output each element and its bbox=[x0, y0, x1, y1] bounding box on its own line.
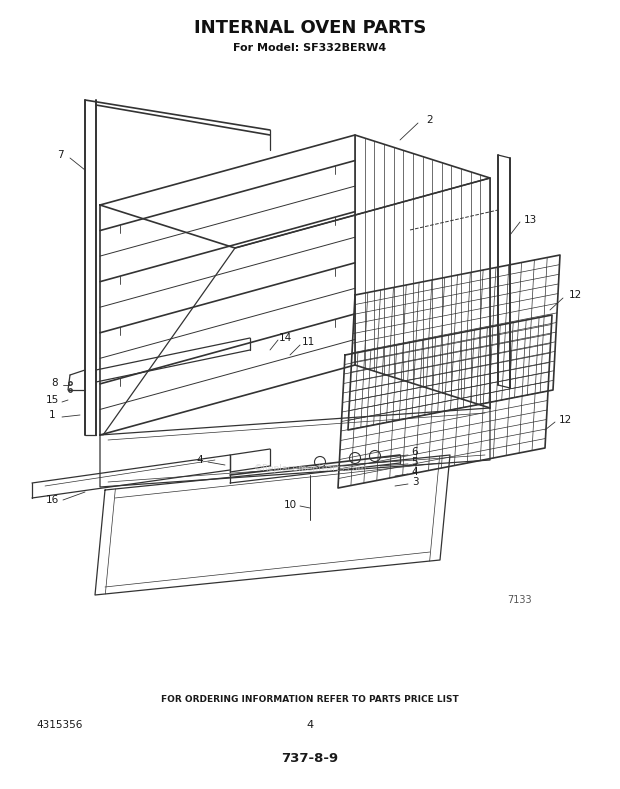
Text: 7133: 7133 bbox=[508, 595, 533, 605]
Text: For Model: SF332BERW4: For Model: SF332BERW4 bbox=[233, 43, 387, 53]
Text: 4315356: 4315356 bbox=[37, 720, 83, 730]
Text: 737-8-9: 737-8-9 bbox=[281, 751, 339, 765]
Text: 12: 12 bbox=[559, 415, 572, 425]
Text: 8: 8 bbox=[51, 378, 58, 388]
Text: 11: 11 bbox=[301, 337, 314, 347]
Text: 5: 5 bbox=[412, 457, 418, 467]
Text: 4: 4 bbox=[197, 455, 203, 465]
Text: 3: 3 bbox=[412, 477, 418, 487]
Text: 6: 6 bbox=[412, 447, 418, 457]
Text: 14: 14 bbox=[278, 333, 291, 343]
Text: 12: 12 bbox=[569, 290, 582, 300]
Text: 4: 4 bbox=[306, 720, 314, 730]
Text: 13: 13 bbox=[523, 215, 537, 225]
Text: 1: 1 bbox=[49, 410, 55, 420]
Text: 16: 16 bbox=[45, 495, 59, 505]
Text: FOR ORDERING INFORMATION REFER TO PARTS PRICE LIST: FOR ORDERING INFORMATION REFER TO PARTS … bbox=[161, 695, 459, 705]
Text: 2: 2 bbox=[427, 115, 433, 125]
Text: ©ReplacementParts.com: ©ReplacementParts.com bbox=[254, 463, 366, 473]
Text: 7: 7 bbox=[56, 150, 63, 160]
Text: 15: 15 bbox=[45, 395, 59, 405]
Text: INTERNAL OVEN PARTS: INTERNAL OVEN PARTS bbox=[194, 19, 426, 37]
Text: 4: 4 bbox=[412, 467, 418, 477]
Text: 10: 10 bbox=[283, 500, 296, 510]
